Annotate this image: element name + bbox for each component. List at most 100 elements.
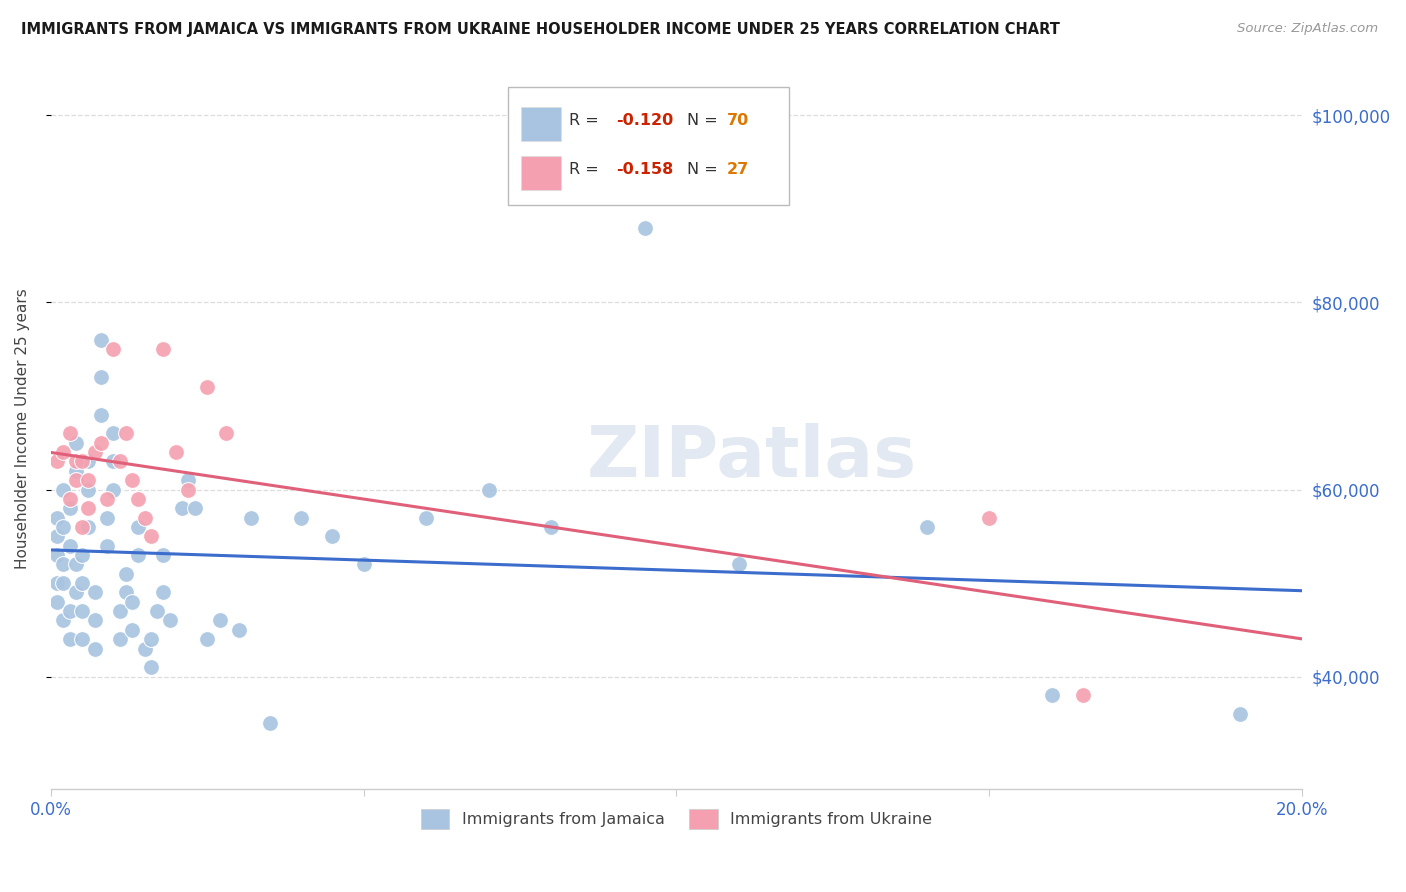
Point	[184, 501, 207, 516]
Point	[208, 614, 231, 628]
Point	[1071, 689, 1094, 703]
Point	[115, 585, 138, 599]
Point	[108, 604, 131, 618]
Point	[127, 548, 149, 562]
Point	[83, 641, 105, 656]
Text: ZIPatlas: ZIPatlas	[586, 423, 917, 492]
Point	[979, 510, 1001, 524]
Point	[139, 529, 162, 543]
Point	[65, 585, 87, 599]
Point	[215, 426, 238, 441]
Point	[59, 539, 82, 553]
Point	[195, 379, 218, 393]
Point	[121, 623, 143, 637]
Point	[83, 585, 105, 599]
Point	[90, 370, 112, 384]
Point	[52, 576, 75, 591]
Point	[65, 473, 87, 487]
Point	[159, 614, 181, 628]
Legend: Immigrants from Jamaica, Immigrants from Ukraine: Immigrants from Jamaica, Immigrants from…	[415, 803, 939, 835]
Point	[103, 454, 125, 468]
Point	[46, 510, 69, 524]
FancyBboxPatch shape	[522, 156, 561, 189]
Point	[127, 520, 149, 534]
Point	[1040, 689, 1063, 703]
Point	[139, 660, 162, 674]
FancyBboxPatch shape	[522, 107, 561, 141]
Point	[46, 529, 69, 543]
Text: -0.120: -0.120	[616, 113, 673, 128]
Point	[172, 501, 194, 516]
Point	[65, 558, 87, 572]
Point	[540, 520, 562, 534]
Point	[46, 454, 69, 468]
Point	[77, 501, 100, 516]
Point	[83, 445, 105, 459]
Point	[77, 520, 100, 534]
Point	[108, 632, 131, 647]
Point	[52, 483, 75, 497]
Point	[195, 632, 218, 647]
Point	[77, 473, 100, 487]
Point	[115, 426, 138, 441]
Point	[59, 604, 82, 618]
Point	[59, 501, 82, 516]
FancyBboxPatch shape	[508, 87, 789, 205]
Text: -0.158: -0.158	[616, 161, 673, 177]
Point	[177, 483, 200, 497]
Point	[59, 491, 82, 506]
Point	[103, 342, 125, 356]
Point	[70, 576, 93, 591]
Point	[152, 342, 174, 356]
Point	[321, 529, 343, 543]
Point	[70, 548, 93, 562]
Point	[90, 435, 112, 450]
Point	[415, 510, 437, 524]
Point	[478, 483, 501, 497]
Point	[70, 632, 93, 647]
Point	[121, 595, 143, 609]
Point	[121, 473, 143, 487]
Point	[59, 632, 82, 647]
Point	[70, 604, 93, 618]
Point	[108, 454, 131, 468]
Point	[46, 576, 69, 591]
Point	[77, 483, 100, 497]
Point	[96, 510, 118, 524]
Text: N =: N =	[686, 113, 723, 128]
Point	[165, 445, 187, 459]
Point	[177, 473, 200, 487]
Point	[103, 483, 125, 497]
Text: R =: R =	[569, 113, 603, 128]
Text: R =: R =	[569, 161, 603, 177]
Point	[139, 632, 162, 647]
Point	[52, 520, 75, 534]
Point	[70, 520, 93, 534]
Point	[228, 623, 250, 637]
Point	[103, 426, 125, 441]
Point	[52, 445, 75, 459]
Point	[77, 454, 100, 468]
Point	[127, 491, 149, 506]
Point	[259, 716, 281, 731]
Y-axis label: Householder Income Under 25 years: Householder Income Under 25 years	[15, 288, 30, 569]
Point	[290, 510, 312, 524]
Point	[46, 595, 69, 609]
Point	[115, 566, 138, 581]
Point	[70, 454, 93, 468]
Point	[59, 426, 82, 441]
Point	[96, 491, 118, 506]
Point	[52, 614, 75, 628]
Point	[134, 510, 156, 524]
Point	[728, 558, 751, 572]
Point	[83, 614, 105, 628]
Point	[65, 435, 87, 450]
Point	[134, 641, 156, 656]
Text: 70: 70	[727, 113, 749, 128]
Point	[65, 464, 87, 478]
Text: 27: 27	[727, 161, 749, 177]
Point	[65, 454, 87, 468]
Point	[1229, 706, 1251, 721]
Text: N =: N =	[686, 161, 723, 177]
Point	[152, 548, 174, 562]
